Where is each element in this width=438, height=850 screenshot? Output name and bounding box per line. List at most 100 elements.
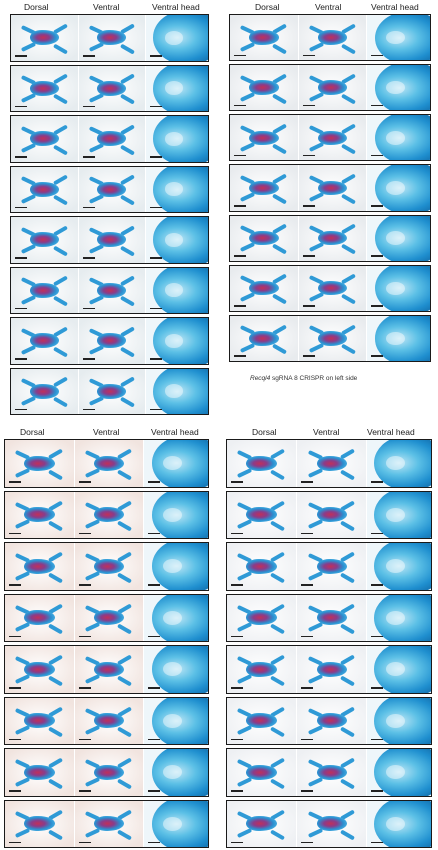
specimen-body	[316, 816, 347, 832]
scale-bar	[301, 481, 314, 483]
ventral-photo	[296, 800, 366, 847]
skull-shape	[374, 115, 430, 161]
skull-shape	[374, 65, 430, 111]
dorsal-photo	[227, 697, 297, 744]
header-ventral-head: Ventral head	[371, 2, 419, 12]
scale-bar	[79, 841, 92, 843]
panel-header: Dorsal Ventral Ventral head	[226, 427, 432, 438]
skull-highlight	[385, 131, 405, 145]
panel-header: Dorsal Ventral Ventral head	[10, 2, 209, 13]
scale-bar	[301, 532, 314, 534]
dorsal-photo	[230, 15, 298, 61]
specimen-body	[316, 764, 347, 780]
scale-bar	[79, 687, 92, 689]
specimen-body	[316, 558, 347, 574]
scale-bar	[371, 355, 383, 357]
limb-shape	[307, 828, 323, 839]
specimen-body	[97, 232, 127, 248]
dorsal-photo	[5, 697, 75, 744]
specimen-body	[94, 764, 124, 780]
panel-top-left: Dorsal Ventral Ventral head	[10, 2, 209, 415]
skull-highlight	[385, 30, 405, 45]
ventral-head-photo	[366, 65, 430, 111]
skull-shape	[151, 594, 208, 641]
scale-bar	[9, 790, 21, 792]
ventral-photo	[77, 116, 145, 162]
ventral-head-photo	[143, 646, 208, 693]
scale-bar	[301, 635, 314, 637]
skull-highlight	[163, 507, 183, 522]
specimen-row	[4, 645, 209, 694]
ventral-photo	[298, 65, 366, 111]
specimen-body	[24, 816, 55, 832]
specimen-body	[29, 383, 60, 399]
ventral-head-photo	[366, 15, 430, 61]
scale-bar	[234, 205, 246, 207]
ventral-photo	[298, 165, 366, 211]
limb-shape	[47, 623, 63, 635]
specimen-body	[249, 281, 279, 296]
ventral-head-photo	[143, 491, 208, 538]
scale-bar	[234, 355, 246, 357]
limb-shape	[117, 726, 133, 738]
scale-bar	[231, 841, 243, 843]
specimen-body	[317, 180, 348, 196]
specimen-body	[97, 30, 127, 46]
scale-bar	[371, 305, 383, 307]
scale-bar	[301, 738, 314, 740]
skull-shape	[374, 165, 430, 211]
scale-bar	[148, 738, 161, 740]
specimen-body	[97, 333, 127, 349]
skull-highlight	[385, 456, 406, 471]
scale-bar	[149, 358, 162, 360]
limb-shape	[85, 519, 101, 530]
skull-shape	[151, 440, 208, 487]
specimen-row	[229, 264, 431, 312]
specimen-body	[249, 130, 279, 146]
ventral-photo	[298, 265, 366, 311]
skull-highlight	[385, 281, 405, 296]
dorsal-photo	[230, 215, 298, 261]
scale-bar	[303, 305, 315, 307]
ventral-head-photo	[365, 800, 431, 847]
ventral-photo	[77, 15, 145, 61]
scale-bar	[148, 687, 161, 689]
dorsal-photo	[227, 646, 297, 693]
limb-shape	[270, 469, 286, 481]
scale-bar	[148, 481, 161, 483]
limb-shape	[308, 192, 324, 203]
skull-shape	[374, 265, 430, 311]
specimen-body	[29, 30, 60, 46]
ventral-photo	[74, 697, 144, 744]
scale-bar	[303, 355, 315, 357]
ventral-photo	[77, 267, 145, 313]
ventral-photo	[296, 594, 366, 641]
scale-bar	[15, 206, 27, 208]
skull-shape	[153, 368, 208, 414]
specimen-body	[29, 131, 60, 147]
limb-shape	[340, 344, 356, 355]
specimen-body	[29, 181, 60, 197]
specimen-body	[29, 80, 60, 96]
ventral-head-photo	[143, 594, 208, 641]
ventral-head-photo	[365, 491, 431, 538]
ventral-photo	[298, 315, 366, 361]
specimen-body	[316, 610, 347, 626]
specimen-row	[226, 696, 432, 745]
ventral-head-photo	[366, 115, 430, 161]
scale-bar	[15, 257, 27, 259]
specimen-body	[29, 333, 60, 349]
dorsal-photo	[11, 116, 78, 162]
specimen-body	[94, 661, 124, 677]
scale-bar	[79, 481, 92, 483]
ventral-head-photo	[365, 646, 431, 693]
scale-bar	[148, 790, 161, 792]
scale-bar	[301, 841, 314, 843]
limb-shape	[119, 43, 135, 55]
limb-shape	[52, 346, 68, 358]
scale-bar	[79, 635, 92, 637]
limb-shape	[270, 572, 286, 584]
ventral-head-photo	[365, 543, 431, 590]
specimen-row	[4, 748, 209, 797]
skull-shape	[151, 491, 208, 538]
